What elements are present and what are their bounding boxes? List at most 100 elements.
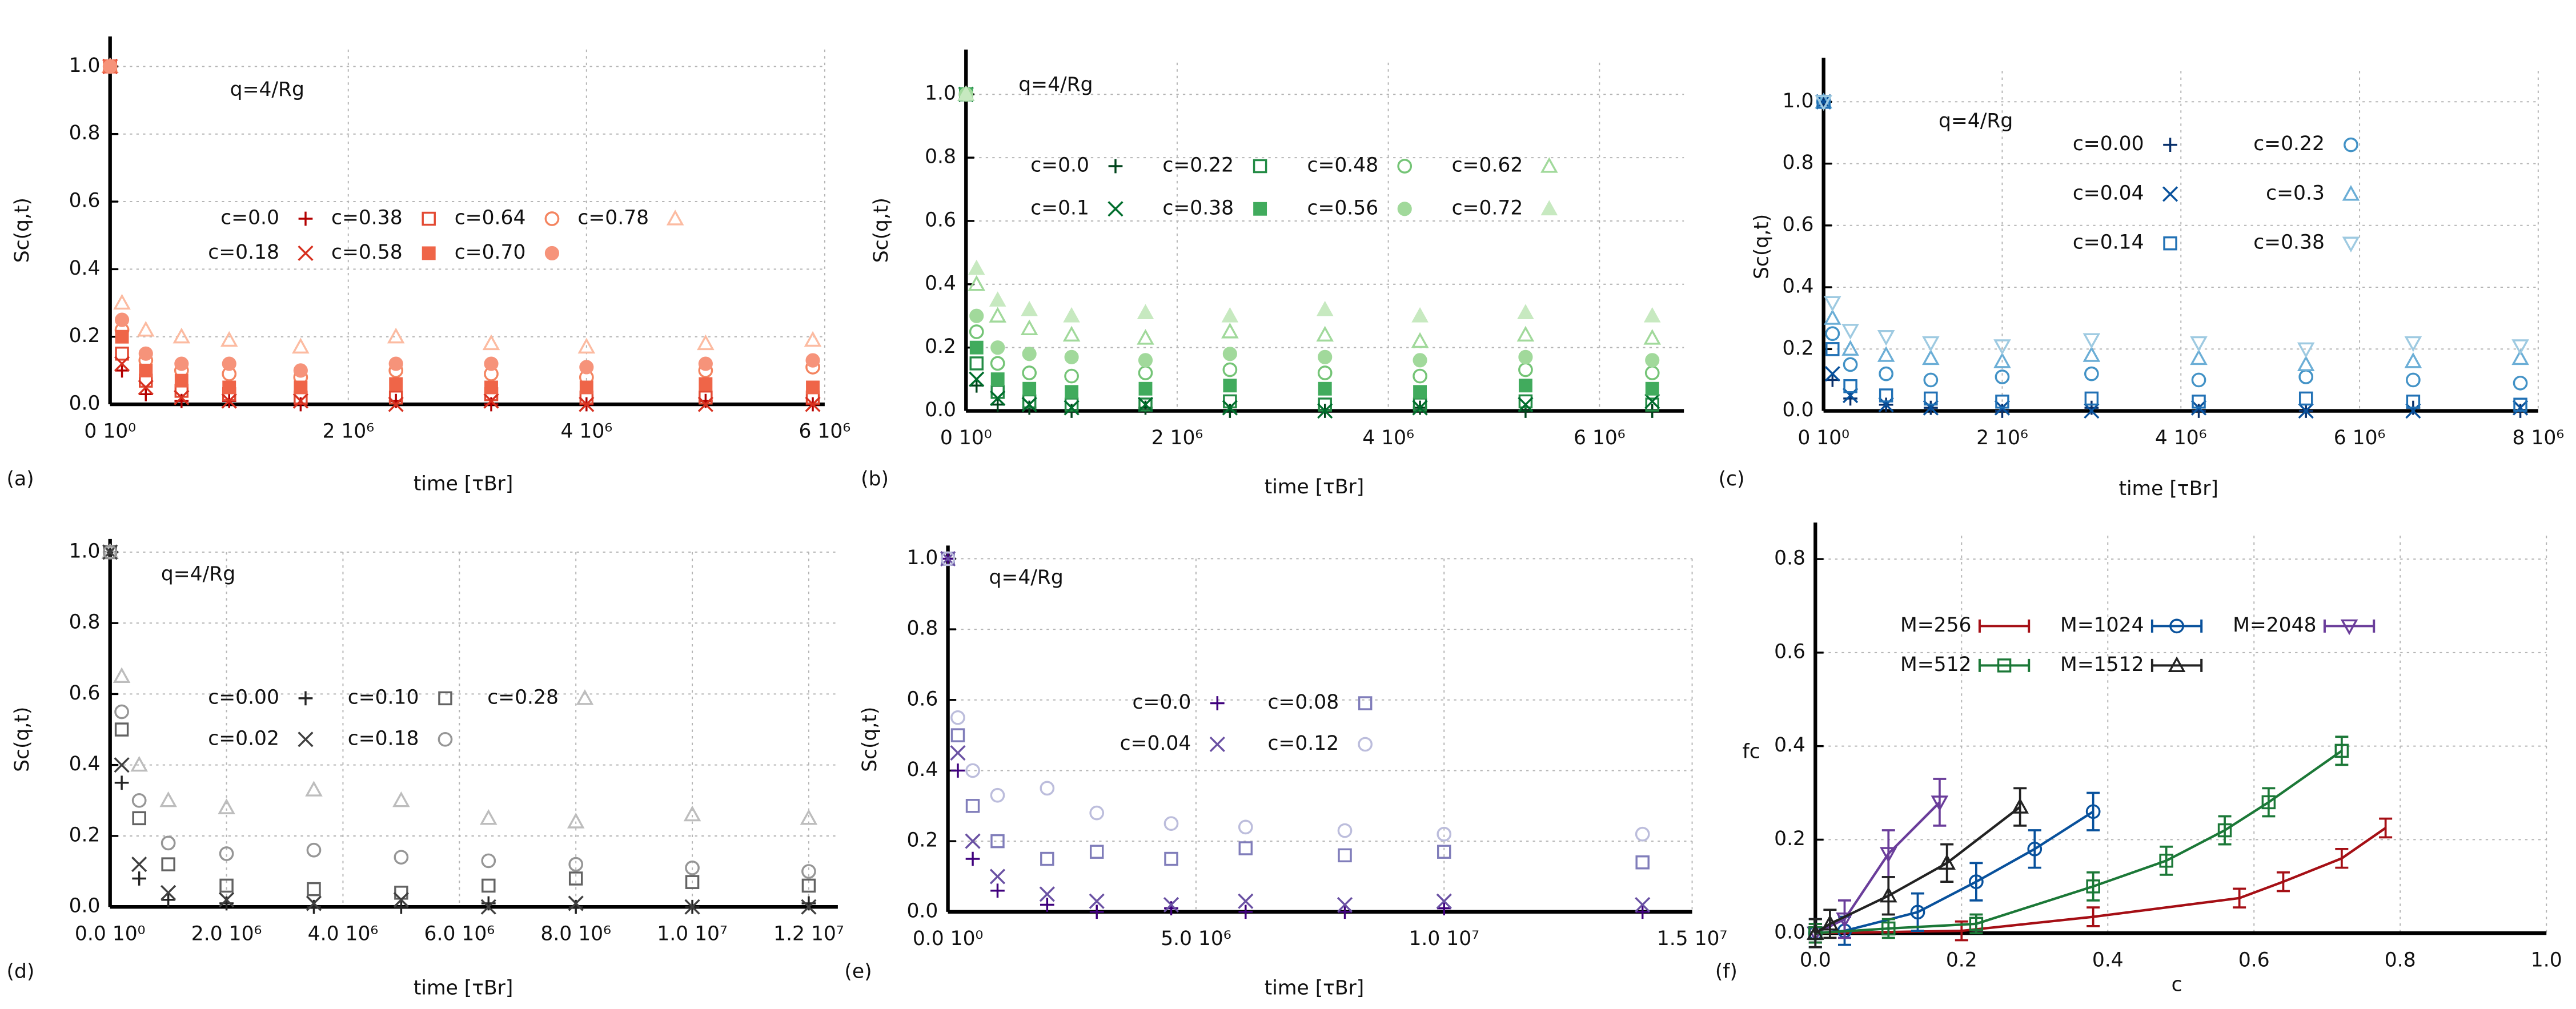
marker	[483, 393, 499, 409]
marker	[1413, 385, 1427, 399]
marker	[2083, 346, 2101, 362]
marker	[1209, 736, 1225, 753]
annotation: q=4/Rg	[230, 78, 304, 101]
marker	[1040, 781, 1055, 796]
marker	[1163, 897, 1179, 913]
x-tick-label: 6.0 10⁶	[424, 923, 495, 946]
marker	[138, 387, 153, 401]
y-tick-label: 0.0	[906, 899, 938, 922]
marker	[1879, 366, 1894, 381]
marker	[218, 892, 235, 908]
marker	[567, 813, 585, 829]
marker	[576, 689, 594, 705]
marker	[568, 857, 584, 872]
marker	[969, 378, 984, 393]
marker	[2261, 795, 2276, 810]
marker	[1238, 905, 1253, 919]
legend-label: c=0.62	[1452, 154, 1523, 176]
marker	[2168, 656, 2186, 672]
marker	[1022, 381, 1037, 396]
y-tick-label: 0.0	[925, 399, 956, 421]
error-bar	[1911, 892, 1924, 932]
y-tick-label: 0.4	[925, 272, 956, 295]
marker	[1338, 905, 1352, 919]
marker	[1645, 353, 1660, 368]
marker	[990, 356, 1005, 371]
series-line	[1815, 810, 2094, 935]
legend-label: c=0.00	[208, 686, 279, 709]
marker	[1411, 332, 1429, 348]
marker	[1316, 300, 1334, 316]
marker	[1518, 394, 1533, 409]
x-tick-label: 4 10⁶	[2155, 427, 2207, 449]
marker	[1993, 352, 2011, 368]
marker	[1881, 921, 1896, 936]
marker	[1138, 365, 1153, 380]
error-bar	[2028, 829, 2041, 869]
marker	[138, 346, 153, 361]
marker	[968, 259, 985, 275]
marker	[2298, 369, 2314, 384]
marker	[222, 356, 236, 371]
marker	[1877, 330, 1895, 346]
marker	[1635, 905, 1650, 919]
marker	[438, 731, 453, 747]
marker	[698, 356, 713, 371]
marker	[1238, 893, 1254, 909]
y-tick-label: 0.2	[925, 335, 956, 358]
marker	[2191, 372, 2206, 388]
marker	[1138, 381, 1153, 396]
marker	[568, 895, 584, 911]
marker	[1210, 696, 1225, 710]
y-tick-label: 0.6	[69, 682, 101, 705]
marker	[1163, 816, 1179, 831]
y-tick-label: 0.6	[906, 688, 938, 710]
marker	[1223, 379, 1237, 393]
marker	[2084, 391, 2099, 406]
marker	[1064, 368, 1079, 384]
marker	[2344, 137, 2358, 152]
y-tick-label: 1.0	[906, 546, 938, 569]
marker	[990, 883, 1005, 898]
marker	[1437, 845, 1451, 859]
marker	[1825, 342, 1840, 356]
marker	[1253, 159, 1267, 174]
marker	[1221, 307, 1239, 323]
error-bar	[2262, 787, 2276, 818]
legend-label: c=0.56	[1307, 196, 1378, 219]
error-bar	[1881, 876, 1895, 916]
y-axis-label: Sc(q,t)	[11, 198, 34, 263]
marker	[2511, 349, 2529, 365]
legend-label: M=2048	[2233, 614, 2316, 637]
marker	[1397, 159, 1413, 174]
marker	[1635, 826, 1650, 842]
marker	[2084, 403, 2100, 419]
marker	[1938, 854, 1956, 870]
legend-label: c=0.04	[1120, 732, 1191, 755]
marker	[2163, 236, 2177, 251]
marker	[950, 710, 965, 725]
marker	[294, 380, 308, 395]
legend-line	[2150, 619, 2203, 633]
x-tick-label: 6 10⁶	[1574, 427, 1626, 449]
marker	[1317, 403, 1333, 419]
marker	[1842, 387, 1859, 404]
y-tick-label: 0.2	[906, 829, 938, 852]
y-tick-label: 0.8	[69, 611, 101, 634]
marker	[969, 340, 984, 355]
marker	[1643, 329, 1662, 345]
marker	[1164, 851, 1178, 866]
marker	[422, 246, 436, 260]
marker	[685, 875, 700, 889]
marker	[219, 846, 234, 861]
marker	[805, 353, 820, 368]
marker	[115, 363, 129, 378]
marker	[2169, 618, 2184, 634]
marker	[2190, 349, 2208, 365]
y-tick-label: 1.0	[925, 82, 956, 105]
marker	[1843, 391, 1857, 406]
legend-label: c=0.48	[1307, 154, 1378, 176]
panel-label: (d)	[7, 960, 35, 983]
annotation: q=4/Rg	[1939, 110, 2013, 132]
